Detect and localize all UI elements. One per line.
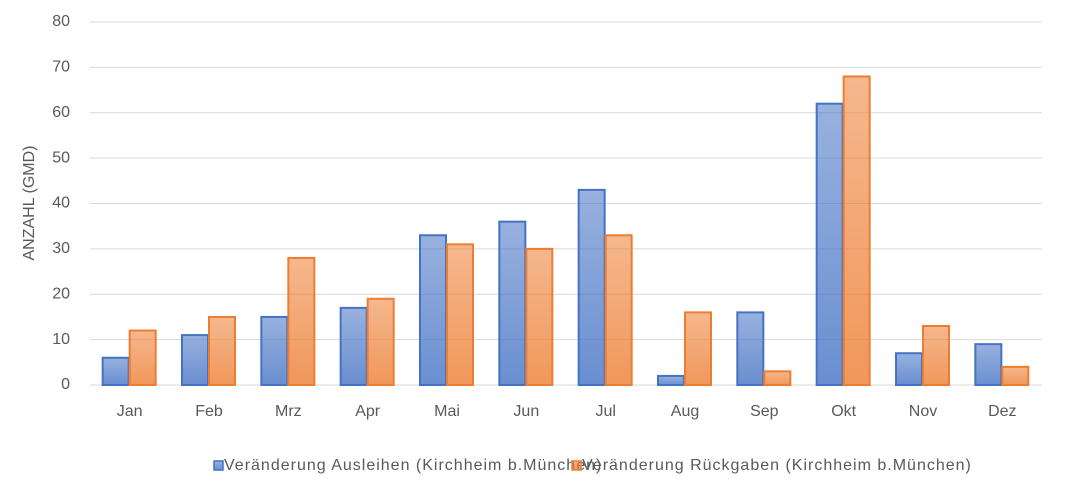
y-tick-label: 40 — [52, 195, 70, 212]
bar — [287, 256, 316, 387]
y-tick-label: 30 — [52, 240, 70, 257]
x-tick-label: Mai — [434, 403, 460, 420]
bar — [208, 315, 236, 386]
x-tick-label: Sep — [750, 403, 779, 420]
x-tick-label: Jun — [513, 403, 539, 420]
bar — [895, 352, 923, 386]
bar — [339, 306, 368, 386]
x-tick-label: Dez — [988, 403, 1016, 420]
y-tick-label: 20 — [52, 285, 70, 302]
bar — [101, 356, 130, 386]
bar — [604, 234, 633, 386]
bar — [419, 234, 447, 386]
bar — [763, 370, 792, 387]
bar — [736, 311, 765, 386]
x-tick-label: Apr — [355, 403, 381, 420]
x-tick-label: Nov — [909, 403, 937, 420]
x-tick-label: Jan — [117, 403, 143, 420]
bar — [525, 247, 554, 386]
legend-label: Veränderung Rückgaben (Kirchheim b.Münch… — [582, 457, 972, 474]
bar — [577, 188, 606, 386]
y-tick-label: 80 — [52, 13, 70, 30]
y-tick-label: 10 — [52, 331, 70, 348]
y-tick-label: 70 — [52, 59, 70, 76]
bar — [684, 311, 712, 386]
bar — [815, 102, 844, 387]
legend-swatch — [213, 460, 224, 471]
x-tick-label: Feb — [195, 403, 223, 420]
legend-label: Veränderung Ausleihen (Kirchheim b.Münch… — [224, 457, 602, 474]
y-tick-label: 0 — [61, 376, 70, 393]
y-axis-label: ANZAHL (GMD) — [21, 146, 38, 261]
bar — [366, 297, 395, 387]
bar — [181, 334, 209, 386]
bar — [446, 243, 474, 386]
bar — [498, 220, 527, 386]
bar — [922, 325, 950, 387]
bar — [974, 343, 1003, 387]
bar — [128, 329, 157, 386]
y-tick-label: 60 — [52, 104, 70, 121]
legend-swatch — [571, 460, 582, 471]
bar — [842, 75, 871, 386]
x-tick-label: Aug — [671, 403, 699, 420]
x-tick-label: Okt — [831, 403, 856, 420]
bar — [1001, 365, 1030, 387]
x-tick-label: Jul — [595, 403, 615, 420]
bar — [260, 315, 289, 386]
y-tick-label: 50 — [52, 149, 70, 166]
bar — [657, 374, 685, 386]
x-tick-label: Mrz — [275, 403, 302, 420]
